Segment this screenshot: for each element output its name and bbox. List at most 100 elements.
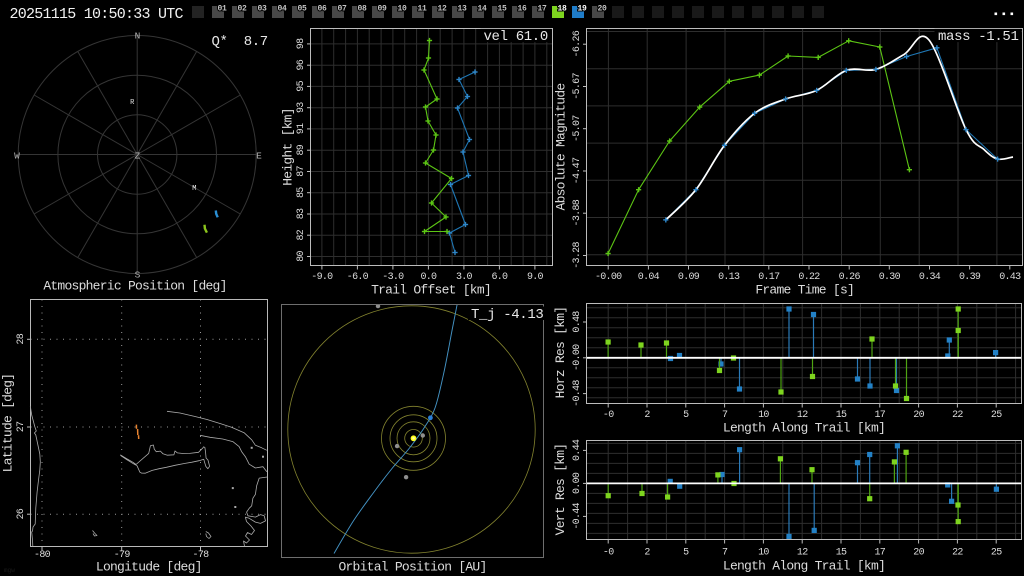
svg-text:-3.88: -3.88 [572,199,583,226]
svg-text:Length Along Trail [km]: Length Along Trail [km] [723,421,885,436]
svg-text:13: 13 [457,5,467,14]
svg-text:10: 10 [758,410,769,421]
svg-text:-5.67: -5.67 [572,73,583,100]
svg-text:06: 06 [317,5,327,14]
svg-text:07: 07 [337,5,347,14]
svg-text:10: 10 [397,5,407,14]
svg-text:0.26: 0.26 [839,272,861,283]
svg-text:01: 01 [217,5,227,14]
svg-text:03: 03 [257,5,267,14]
svg-text:09: 09 [377,5,387,14]
svg-text:0.00: 0.00 [572,472,583,494]
svg-text:27: 27 [16,421,27,432]
svg-text:91: 91 [296,123,307,134]
svg-text:Atmospheric Position [deg]: Atmospheric Position [deg] [43,278,226,293]
svg-text:2: 2 [644,548,650,559]
svg-text:-6.0: -6.0 [347,272,369,283]
svg-text:Longitude [deg]: Longitude [deg] [96,559,202,574]
svg-text:0.22: 0.22 [798,272,820,283]
svg-text:20251115 10:50:33 UTC: 20251115 10:50:33 UTC [10,6,184,23]
svg-text:-0.48: -0.48 [572,380,583,407]
svg-text:Length Along Trail [km]: Length Along Trail [km] [723,559,885,574]
svg-text:17: 17 [874,410,885,421]
svg-text:-80: -80 [34,550,51,561]
svg-text:Q* 8.7: Q* 8.7 [212,34,268,50]
svg-text:Height [km]: Height [km] [281,108,296,186]
svg-text:Horz Res [km]: Horz Res [km] [553,307,568,399]
svg-text:89: 89 [296,144,307,155]
svg-text:05: 05 [297,5,307,14]
svg-text:08: 08 [357,5,367,14]
svg-text:7: 7 [722,410,728,421]
svg-text:7: 7 [722,548,728,559]
svg-text:5: 5 [683,410,689,421]
svg-text:0.44: 0.44 [572,439,583,461]
svg-text:-78: -78 [193,550,210,561]
svg-text:0.30: 0.30 [879,272,901,283]
svg-text:17: 17 [874,548,885,559]
svg-text:17: 17 [537,5,547,14]
svg-text:6.0: 6.0 [491,272,508,283]
svg-text:0.09: 0.09 [678,272,700,283]
svg-text:E: E [256,150,262,161]
svg-text:-79: -79 [114,550,131,561]
svg-text:-5.07: -5.07 [572,115,583,142]
svg-text:0.48: 0.48 [572,311,583,333]
svg-text:-9.0: -9.0 [311,272,333,283]
svg-text:16: 16 [517,5,527,14]
svg-text:-0: -0 [603,548,614,559]
svg-text:-3.0: -3.0 [382,272,404,283]
svg-text:-0.44: -0.44 [572,502,583,529]
svg-text:93: 93 [296,102,307,113]
svg-text:95: 95 [296,80,307,91]
svg-text:-0.00: -0.00 [595,272,622,283]
svg-text:02: 02 [237,5,247,14]
svg-text:0.17: 0.17 [758,272,780,283]
svg-text:12: 12 [797,410,808,421]
svg-text:15: 15 [497,5,507,14]
svg-text:98: 98 [296,38,307,49]
svg-text:Absolute Magnitude: Absolute Magnitude [553,84,568,211]
svg-text:-6.26: -6.26 [572,30,583,57]
svg-text:Orbital Position [AU]: Orbital Position [AU] [338,559,486,574]
svg-text:Latitude [deg]: Latitude [deg] [1,374,16,473]
svg-text:W: W [14,150,20,161]
svg-text:85: 85 [296,187,307,198]
svg-text:vel 61.0: vel 61.0 [484,29,548,45]
svg-text:R: R [130,99,135,107]
svg-text:12: 12 [797,548,808,559]
svg-text:Vert Res [km]: Vert Res [km] [553,444,568,536]
svg-text:mgw: mgw [4,567,15,574]
svg-text:Frame Time [s]: Frame Time [s] [755,282,854,297]
svg-text:2: 2 [644,410,650,421]
svg-text:-4.47: -4.47 [572,157,583,184]
svg-text:82: 82 [296,229,307,240]
svg-text:26: 26 [16,508,27,519]
svg-text:04: 04 [277,5,287,14]
svg-text:11: 11 [417,5,427,14]
svg-text:28: 28 [16,333,27,344]
svg-text:12: 12 [437,5,447,14]
svg-text:0.43: 0.43 [999,272,1021,283]
svg-text:83: 83 [296,208,307,219]
svg-text:0.04: 0.04 [638,272,660,283]
svg-text:M: M [192,185,196,193]
svg-text:0.13: 0.13 [718,272,740,283]
svg-text:80: 80 [296,251,307,262]
svg-text:-0: -0 [603,410,614,421]
svg-text:22: 22 [952,410,963,421]
svg-text:9.0: 9.0 [527,272,544,283]
svg-text:20: 20 [913,410,924,421]
svg-text:0.0: 0.0 [420,272,437,283]
svg-text:25: 25 [991,410,1002,421]
svg-text:N: N [135,31,140,42]
svg-text:-3.28: -3.28 [572,242,583,269]
svg-text:18: 18 [557,5,567,14]
svg-text:10: 10 [758,548,769,559]
svg-text:19: 19 [577,5,587,14]
svg-text:mass -1.51: mass -1.51 [938,29,1019,45]
svg-text:Trail Offset [km]: Trail Offset [km] [371,282,491,297]
svg-text:25: 25 [991,548,1002,559]
svg-text:Z: Z [135,150,141,161]
svg-text:-0.00: -0.00 [572,344,583,371]
